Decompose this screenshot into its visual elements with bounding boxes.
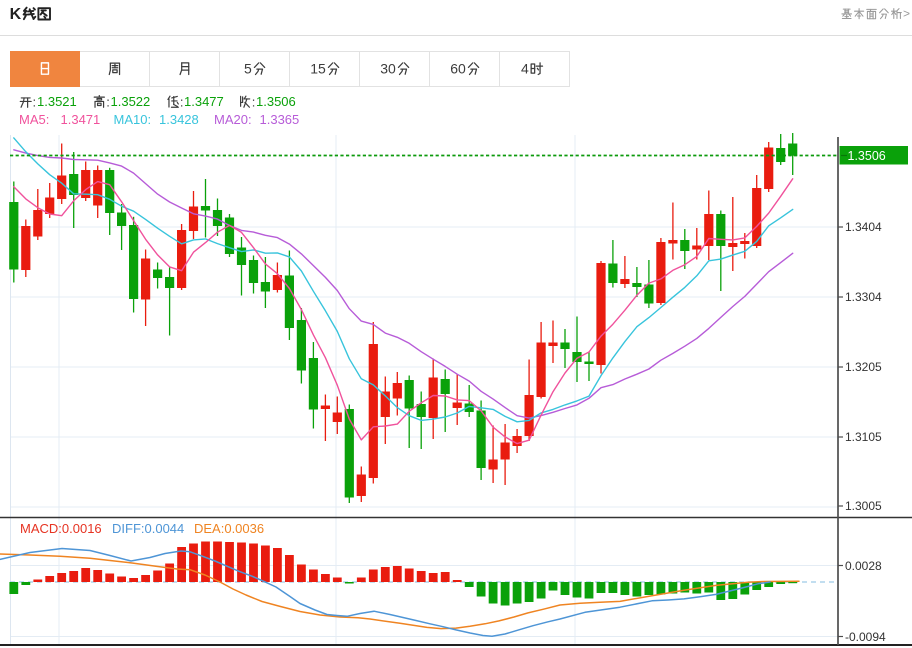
svg-text:-0.0094: -0.0094 — [845, 630, 886, 644]
svg-text:1.3105: 1.3105 — [845, 430, 882, 444]
svg-text:1.3404: 1.3404 — [845, 220, 882, 234]
svg-text:0.0028: 0.0028 — [845, 559, 882, 573]
svg-text:1.3205: 1.3205 — [845, 360, 882, 374]
svg-text:1.3304: 1.3304 — [845, 290, 882, 304]
svg-text:1.3005: 1.3005 — [845, 499, 882, 513]
svg-text:1.3506: 1.3506 — [848, 149, 886, 163]
